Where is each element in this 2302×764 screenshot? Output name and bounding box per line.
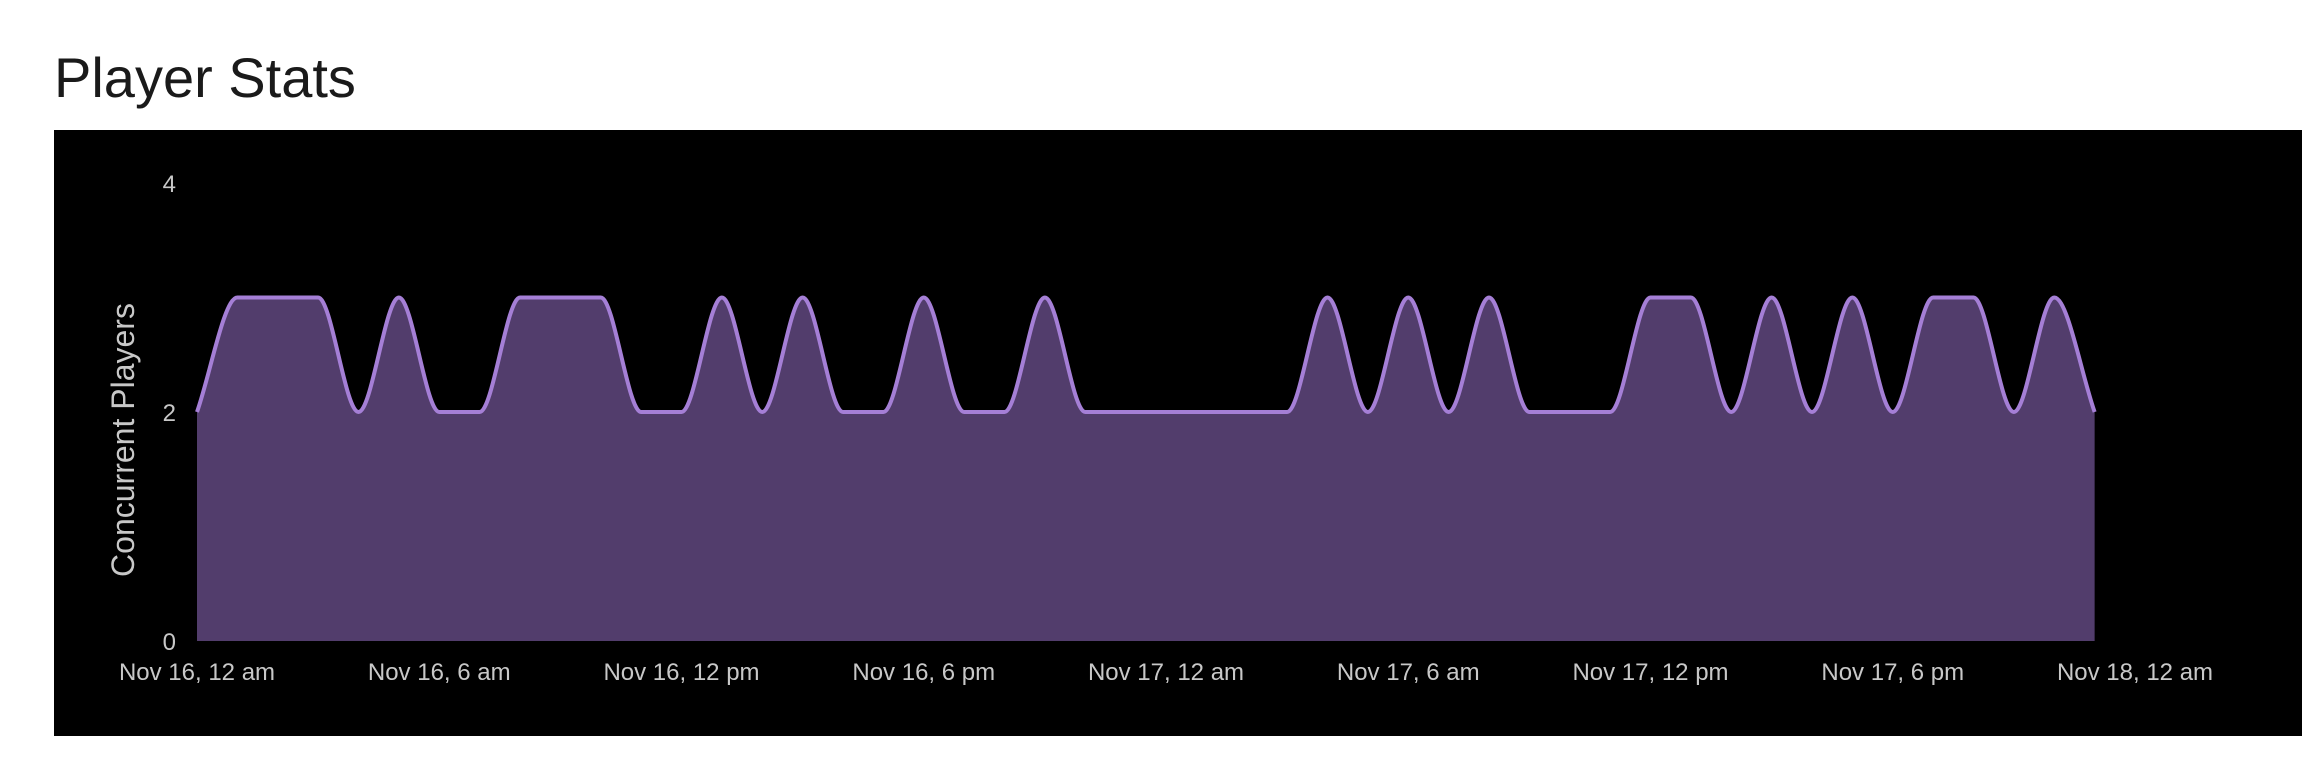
- data-point: [1160, 406, 1172, 418]
- x-tick-label: Nov 16, 12 pm: [603, 659, 759, 686]
- x-tick-label: Nov 17, 6 am: [1337, 659, 1480, 686]
- point-layer: [191, 292, 2101, 419]
- data-point: [474, 406, 486, 418]
- page-title: Player Stats: [54, 46, 356, 109]
- y-axis-ticks: 0 2 4: [163, 171, 176, 656]
- data-point: [1402, 292, 1414, 304]
- data-point: [797, 292, 809, 304]
- y-axis-title: Concurrent Players: [105, 303, 141, 577]
- data-point: [756, 406, 768, 418]
- x-tick-label: Nov 16, 6 pm: [852, 659, 995, 686]
- y-tick-label: 2: [163, 400, 176, 427]
- data-point: [1483, 292, 1495, 304]
- area-layer: [197, 297, 2095, 641]
- chart-svg: 024 Nov 16, 12 am Nov 16, 6 am Nov 16, 12 …: [105, 171, 2213, 686]
- x-tick-label: Nov 17, 6 pm: [1821, 659, 1964, 686]
- data-point: [999, 406, 1011, 418]
- series-line: [195, 295, 2097, 414]
- data-point: [1645, 292, 1657, 304]
- data-point: [2048, 292, 2060, 304]
- data-point: [716, 292, 728, 304]
- data-point: [1362, 406, 1374, 418]
- data-point: [1079, 406, 1091, 418]
- data-point: [1685, 292, 1697, 304]
- data-point: [1200, 406, 1212, 418]
- x-tick-label: Nov 17, 12 pm: [1572, 659, 1728, 686]
- x-tick-label: Nov 18, 12 am: [2057, 659, 2213, 686]
- line-layer: [195, 295, 2097, 414]
- data-point: [918, 292, 930, 304]
- data-point: [1604, 406, 1616, 418]
- data-point: [595, 292, 607, 304]
- x-tick-label: Nov 16, 6 am: [368, 659, 511, 686]
- data-point: [1887, 406, 1899, 418]
- data-point: [353, 406, 365, 418]
- data-point: [1039, 292, 1051, 304]
- data-point: [1806, 406, 1818, 418]
- data-point: [231, 292, 243, 304]
- data-point: [554, 292, 566, 304]
- data-point: [1725, 406, 1737, 418]
- data-point: [2089, 406, 2101, 418]
- x-tick-label: Nov 17, 12 am: [1088, 659, 1244, 686]
- data-point: [312, 292, 324, 304]
- data-point: [635, 406, 647, 418]
- data-point: [393, 292, 405, 304]
- data-point: [1927, 292, 1939, 304]
- data-point: [1564, 406, 1576, 418]
- data-point: [1120, 406, 1132, 418]
- data-point: [191, 406, 203, 418]
- data-point: [272, 292, 284, 304]
- data-point: [1846, 292, 1858, 304]
- data-point: [958, 406, 970, 418]
- data-point: [514, 292, 526, 304]
- series-area: [197, 297, 2095, 641]
- data-point: [1968, 292, 1980, 304]
- data-point: [1322, 292, 1334, 304]
- data-point: [676, 406, 688, 418]
- x-tick-label: Nov 16, 12 am: [119, 659, 275, 686]
- data-point: [1241, 406, 1253, 418]
- y-tick-label: 4: [163, 171, 176, 198]
- data-point: [1281, 406, 1293, 418]
- data-point: [1443, 406, 1455, 418]
- data-point: [837, 406, 849, 418]
- data-point: [1523, 406, 1535, 418]
- y-tick-label: 0: [163, 629, 176, 656]
- data-point: [433, 406, 445, 418]
- data-point: [877, 406, 889, 418]
- x-axis-ticks: Nov 16, 12 am Nov 16, 6 am Nov 16, 12 pm No…: [119, 659, 2213, 686]
- data-point: [2008, 406, 2020, 418]
- data-point: [1766, 292, 1778, 304]
